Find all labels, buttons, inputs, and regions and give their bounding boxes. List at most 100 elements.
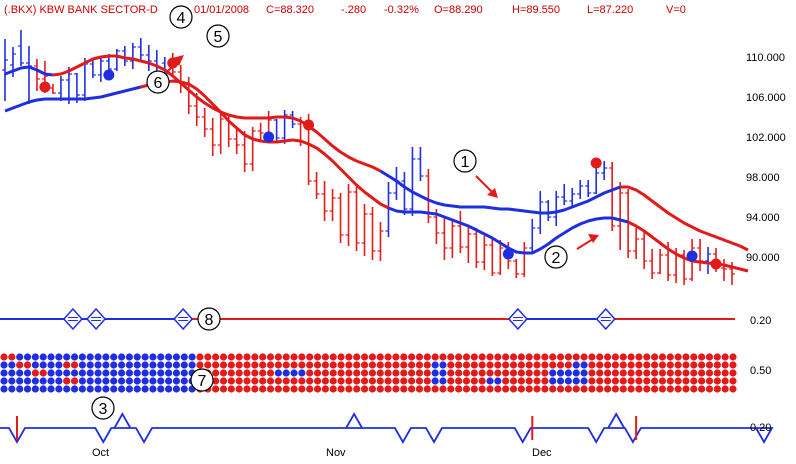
matrix-dot (549, 377, 557, 385)
matrix-dot (682, 385, 690, 393)
matrix-dot (298, 361, 306, 369)
matrix-dot (415, 377, 424, 385)
matrix-dot (698, 361, 706, 369)
matrix-dot (674, 353, 682, 361)
price-bar (233, 129, 240, 154)
matrix-dot (8, 377, 16, 385)
price-bar (145, 45, 152, 71)
matrix-dot (713, 377, 721, 385)
matrix-dot (525, 369, 533, 377)
matrix-dot (376, 369, 384, 377)
matrix-dot (31, 377, 39, 385)
matrix-dot (212, 385, 220, 393)
matrix-dot (564, 353, 572, 361)
matrix-dot (102, 369, 110, 377)
price-bar (697, 239, 704, 271)
matrix-dot (306, 377, 314, 385)
matrix-dot (423, 385, 431, 393)
matrix-dot (611, 361, 620, 369)
matrix-dot (486, 369, 494, 377)
matrix-dot (102, 377, 110, 385)
matrix-dot (556, 385, 565, 393)
matrix-dot (70, 353, 79, 361)
svg-text:8: 8 (205, 312, 214, 329)
price-bar (705, 247, 712, 274)
matrix-dot (306, 361, 314, 369)
price-bar (129, 43, 136, 69)
price-bar (641, 231, 648, 269)
matrix-dot (360, 385, 369, 393)
callout-7: 7 (190, 368, 214, 392)
matrix-dot (690, 385, 698, 393)
matrix-dot (462, 385, 471, 393)
matrix-dot (157, 353, 165, 361)
matrix-dot (400, 369, 408, 377)
matrix-dot (329, 385, 337, 393)
matrix-dot (408, 353, 416, 361)
arrow-2 (576, 238, 594, 250)
matrix-dot (117, 369, 126, 377)
matrix-dot (345, 369, 353, 377)
matrix-dot (31, 353, 39, 361)
signal-dot (686, 250, 698, 262)
signal-dot (590, 157, 602, 169)
matrix-dot (306, 369, 314, 377)
price-bar (465, 225, 472, 263)
matrix-dot (674, 361, 682, 369)
matrix-dot (541, 385, 549, 393)
price-bar (585, 180, 592, 197)
matrix-dot (266, 377, 275, 385)
matrix-dot (165, 353, 173, 361)
price-bar (353, 187, 360, 251)
matrix-dot (94, 385, 102, 393)
matrix-dot (682, 377, 690, 385)
matrix-dot (16, 353, 24, 361)
svg-text:3: 3 (99, 401, 108, 418)
price-bar (561, 184, 568, 205)
matrix-dot (86, 385, 94, 393)
matrix-dot (94, 353, 102, 361)
signal-dot (303, 119, 315, 131)
matrix-dot (384, 385, 392, 393)
matrix-dot (478, 377, 486, 385)
price-bar (273, 119, 280, 142)
matrix-dot (212, 353, 220, 361)
matrix-dot (0, 353, 8, 361)
matrix-dot (141, 361, 149, 369)
matrix-dot (345, 385, 353, 393)
matrix-dot (39, 377, 47, 385)
matrix-dot (517, 361, 525, 369)
matrix-dot (39, 369, 47, 377)
header-text: (.BKX) KBW BANK SECTOR-D 01/01/2008 C=88… (4, 4, 686, 16)
matrix-dot (556, 369, 565, 377)
price-bar (545, 200, 552, 221)
matrix-dot (580, 385, 588, 393)
matrix-dot (23, 377, 32, 385)
matrix-dot (0, 377, 8, 385)
matrix-dot (86, 361, 94, 369)
matrix-dot (502, 361, 510, 369)
matrix-dot (16, 369, 24, 377)
matrix-dot (572, 369, 580, 377)
matrix-dot (353, 369, 361, 377)
signal-dot (263, 131, 275, 143)
header-low: L=87.220 (587, 4, 633, 16)
matrix-dot (337, 353, 345, 361)
matrix-dot (447, 353, 455, 361)
panel-value-mid: 0.50 (750, 365, 771, 377)
matrix-dot (274, 377, 282, 385)
matrix-dot (564, 377, 572, 385)
matrix-dot (517, 385, 525, 393)
matrix-dot (705, 385, 714, 393)
matrix-dot (368, 361, 377, 369)
matrix-dot (682, 353, 690, 361)
matrix-dot (47, 361, 55, 369)
matrix-dot (196, 361, 204, 369)
price-bar (345, 184, 352, 246)
signal-dot (103, 69, 115, 81)
y-tick-label: 90.000 (746, 252, 780, 264)
signal-dot (710, 258, 722, 270)
matrix-dot (470, 385, 478, 393)
matrix-dot (110, 385, 118, 393)
matrix-dot (125, 385, 134, 393)
